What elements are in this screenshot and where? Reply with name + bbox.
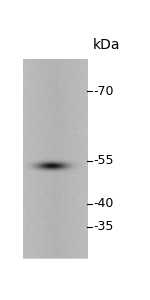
- Bar: [23, 59, 87, 258]
- Text: -55: -55: [93, 154, 114, 167]
- Text: -35: -35: [93, 220, 114, 233]
- Text: -70: -70: [93, 85, 114, 98]
- Text: kDa: kDa: [93, 38, 121, 52]
- Text: -40: -40: [93, 197, 114, 210]
